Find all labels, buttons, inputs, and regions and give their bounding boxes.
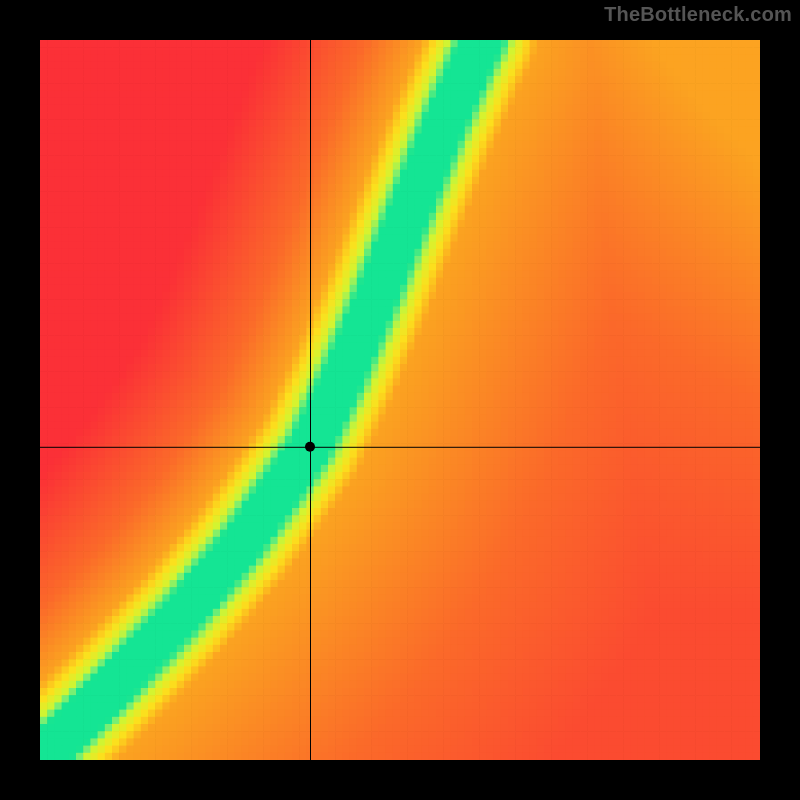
watermark: TheBottleneck.com [604,4,792,27]
heatmap-plot [40,40,760,760]
figure-container: TheBottleneck.com [0,0,800,800]
